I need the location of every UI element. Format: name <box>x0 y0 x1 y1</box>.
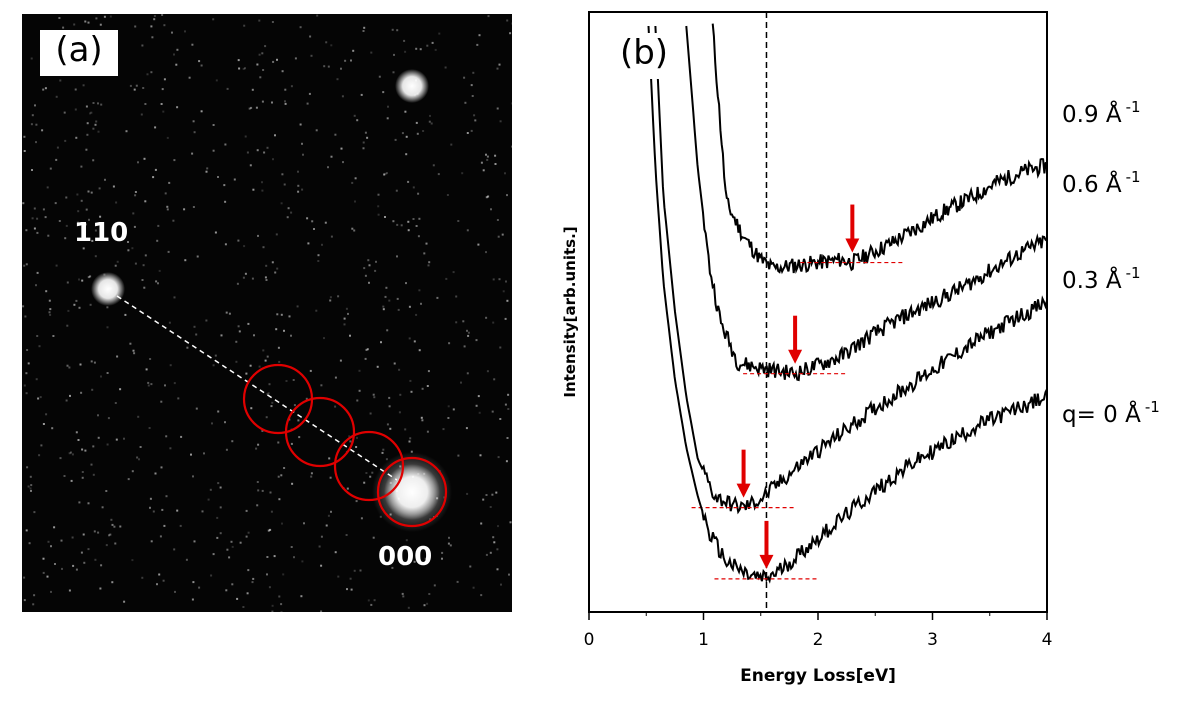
x-tick-label-2: 2 <box>813 630 824 650</box>
series-label-2: 0.3 Å -1 <box>1062 264 1141 294</box>
minimum-arrow-head-1 <box>788 349 803 364</box>
diffraction-pattern-image: (a) 110 000 <box>22 14 512 612</box>
y-axis-label: Intensity[arb.units.] <box>561 226 579 397</box>
plot-frame <box>588 11 1048 613</box>
series-label-1: 0.6 Å -1 <box>1062 168 1141 198</box>
diffraction-spot-110 <box>91 272 125 306</box>
x-axis-label: Energy Loss[eV] <box>740 666 896 686</box>
x-tick-label-4: 4 <box>1042 630 1053 650</box>
aperture-circle-3 <box>376 456 448 528</box>
series-label-3: q= 0 Å -1 <box>1062 398 1160 428</box>
minimum-arrow-head-2 <box>736 483 751 498</box>
spot-label-110: 110 <box>74 218 129 248</box>
minimum-arrow-head-0 <box>845 238 860 253</box>
series-line-3 <box>647 25 1047 584</box>
diffraction-pattern-svg <box>22 14 512 612</box>
series-line-1 <box>685 25 1047 382</box>
series-line-0 <box>711 23 1047 275</box>
series-line-2 <box>654 25 1047 515</box>
x-tick-label-0: 0 <box>584 630 595 650</box>
x-tick-label-1: 1 <box>698 630 709 650</box>
series-label-0: 0.9 Å -1 <box>1062 98 1141 128</box>
diffraction-spot-top <box>395 69 429 103</box>
panel-a-label: (a) <box>40 30 118 76</box>
noise-speckle <box>22 14 512 612</box>
aperture-circle-1 <box>284 396 356 468</box>
diffraction-spot-000 <box>384 464 440 520</box>
x-tick-label-3: 3 <box>927 630 938 650</box>
minimum-arrow-head-3 <box>759 554 774 569</box>
spot-label-000: 000 <box>378 542 433 572</box>
aperture-circle-2 <box>333 430 405 502</box>
panel-b-label: (b) <box>612 33 676 79</box>
